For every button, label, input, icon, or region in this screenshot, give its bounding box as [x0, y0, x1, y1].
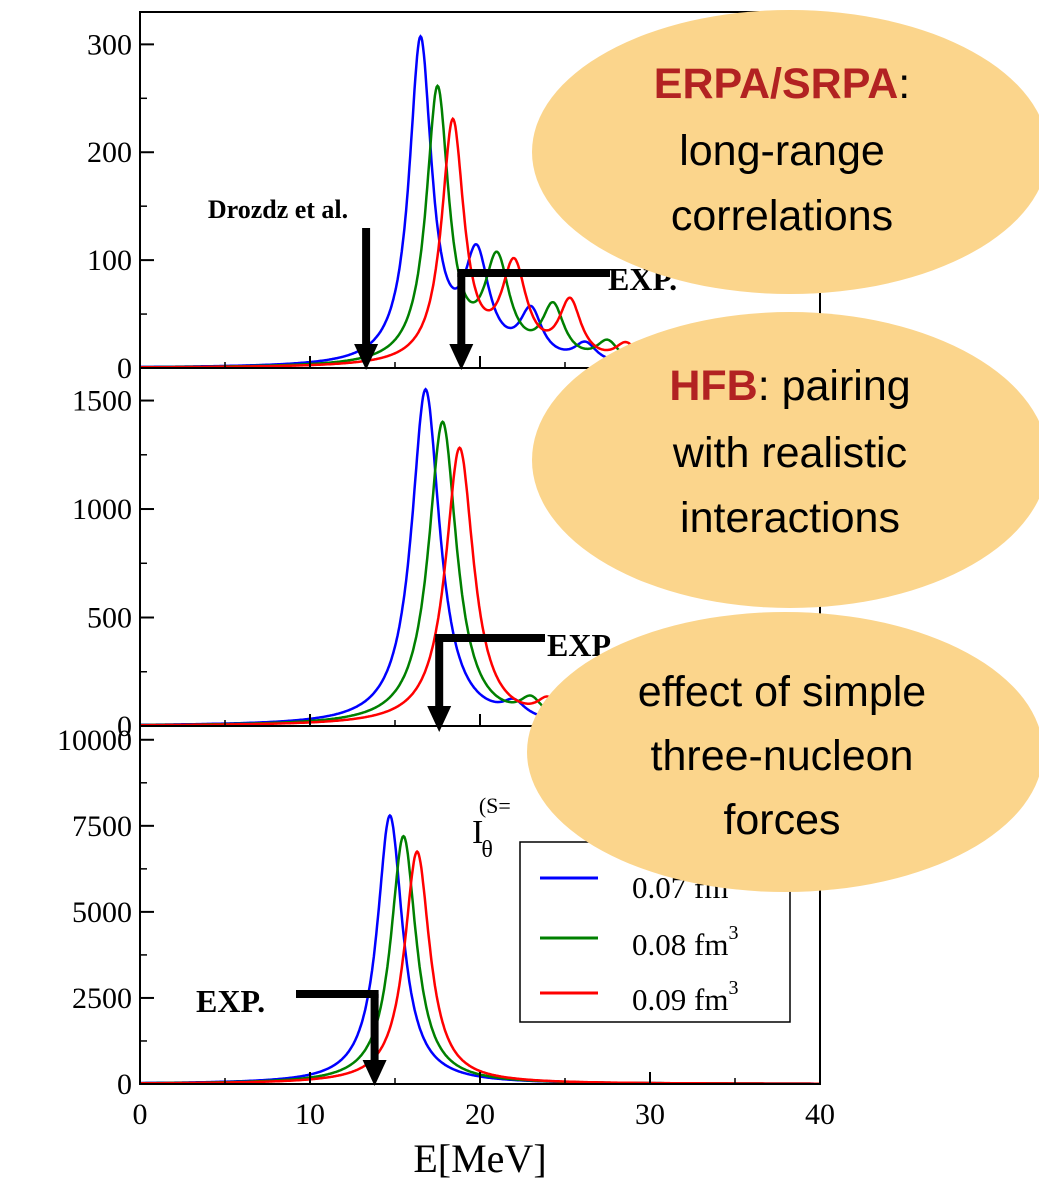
label-exp-bottom: EXP. [196, 983, 265, 1019]
legend: 0.07 fm3 0.08 fm3 0.09 fm3 [519, 841, 791, 1023]
x-tick-label-2: 20 [465, 1098, 495, 1131]
y-tick-label-top-2: 200 [87, 136, 132, 169]
callout-2-line-3: interactions [680, 494, 900, 542]
panel-bottom: 0 2500 5000 7500 10000 [57, 724, 821, 1101]
callout-2-line-2: with realistic [672, 429, 907, 477]
intensity-label: Iθ(S= [472, 793, 511, 863]
x-tick-label-0: 0 [133, 1098, 148, 1131]
y-tick-label-top-1: 100 [87, 244, 132, 277]
callout-3-line-3: forces [723, 796, 840, 844]
callout-erpa: ERPA/SRPA: long-range correlations [532, 10, 1039, 294]
callout-3-line-2: three-nucleon [651, 732, 914, 780]
callout-ellipse-2 [532, 312, 1039, 608]
callout-ellipse-3 [527, 612, 1039, 892]
arrow-drozdz-head [354, 344, 379, 370]
y-tick-label-middle-2: 1000 [72, 493, 132, 526]
callout-ellipse-1 [532, 10, 1039, 294]
y-tick-label-middle-0: 0 [117, 710, 132, 743]
callout-three-nucleon: effect of simple three-nucleon forces [527, 612, 1039, 892]
callout-2-line-1: HFB: pairing [669, 362, 910, 410]
arrow-drozdz [354, 228, 379, 370]
arrow-exp-mid [427, 638, 452, 732]
callout-1-line-2: long-range [679, 127, 885, 175]
legend-label-2: 0.08 fm3 [632, 922, 738, 962]
y-tick-label-top-3: 300 [87, 28, 132, 61]
x-axis-label: E[MeV] [413, 1136, 546, 1181]
arrow-exp-bottom-head [362, 1060, 387, 1086]
arrow-exp-top [449, 273, 474, 370]
y-tick-label-bottom-0: 0 [117, 1068, 132, 1101]
arrow-exp-mid-head [427, 706, 452, 732]
x-tick-label-3: 30 [635, 1098, 665, 1131]
y-tick-label-middle-3: 1500 [72, 385, 132, 418]
x-tick-label-1: 10 [295, 1098, 325, 1131]
y-tick-label-bottom-1: 2500 [72, 982, 132, 1015]
callout-1-line-1: ERPA/SRPA: [654, 60, 910, 108]
y-tick-label-bottom-3: 7500 [72, 810, 132, 843]
label-drozdz: Drozdz et al. [208, 195, 348, 224]
y-tick-label-bottom-4: 10000 [57, 724, 132, 757]
arrow-exp-top-head [449, 344, 474, 370]
legend-label-3: 0.09 fm3 [632, 977, 738, 1017]
callout-hfb: HFB: pairing with realistic interactions [532, 312, 1039, 608]
plot-area: 0100200300050010001500025005000750010000… [57, 11, 835, 1181]
callout-3-line-1: effect of simple [638, 668, 926, 716]
arrow-exp-bottom [362, 994, 387, 1086]
panel-middle: 0 500 1000 1500 [72, 367, 821, 743]
y-tick-label-bottom-2: 5000 [72, 896, 132, 929]
callout-1-line-3: correlations [671, 192, 893, 240]
y-tick-label-top-0: 0 [117, 352, 132, 385]
y-tick-label-middle-1: 500 [87, 602, 132, 635]
x-tick-label-4: 40 [805, 1098, 835, 1131]
